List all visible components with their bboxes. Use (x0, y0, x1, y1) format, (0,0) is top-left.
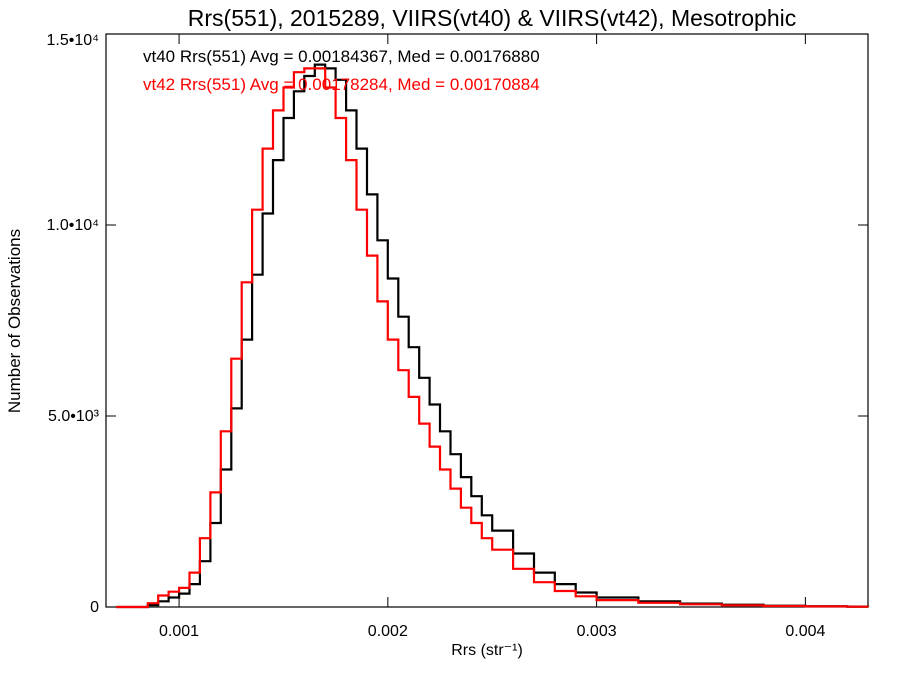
legend-entry-vt40: vt40 Rrs(551) Avg = 0.00184367, Med = 0.… (143, 47, 540, 66)
x-tick-label: 0.004 (785, 623, 825, 640)
chart-title: Rrs(551), 2015289, VIIRS(vt40) & VIIRS(v… (188, 5, 796, 31)
legend: vt40 Rrs(551) Avg = 0.00184367, Med = 0.… (143, 47, 540, 94)
legend-entry-vt42: vt42 Rrs(551) Avg = 0.00178284, Med = 0.… (143, 75, 540, 94)
x-tick-label: 0.001 (159, 623, 199, 640)
x-axis-label: Rrs (str⁻¹) (451, 642, 523, 659)
y-axis-ticks: 0 5.0•10³ 1.0•10⁴ 1.5•10⁴ (46, 32, 868, 616)
series-vt42-line (116, 67, 870, 609)
series-vt40-line (116, 63, 870, 609)
x-tick-label: 0.003 (577, 623, 617, 640)
series-layer (116, 63, 870, 609)
y-tick-label: 0 (90, 599, 99, 616)
x-tick-label: 0.002 (368, 623, 408, 640)
plot-frame (105, 33, 869, 608)
plot-border (105, 33, 869, 608)
y-axis-label: Number of Observations (5, 229, 24, 413)
y-tick-label: 1.0•10⁴ (46, 217, 99, 234)
y-tick-label: 1.5•10⁴ (46, 32, 99, 49)
y-tick-label: 5.0•10³ (48, 408, 100, 425)
